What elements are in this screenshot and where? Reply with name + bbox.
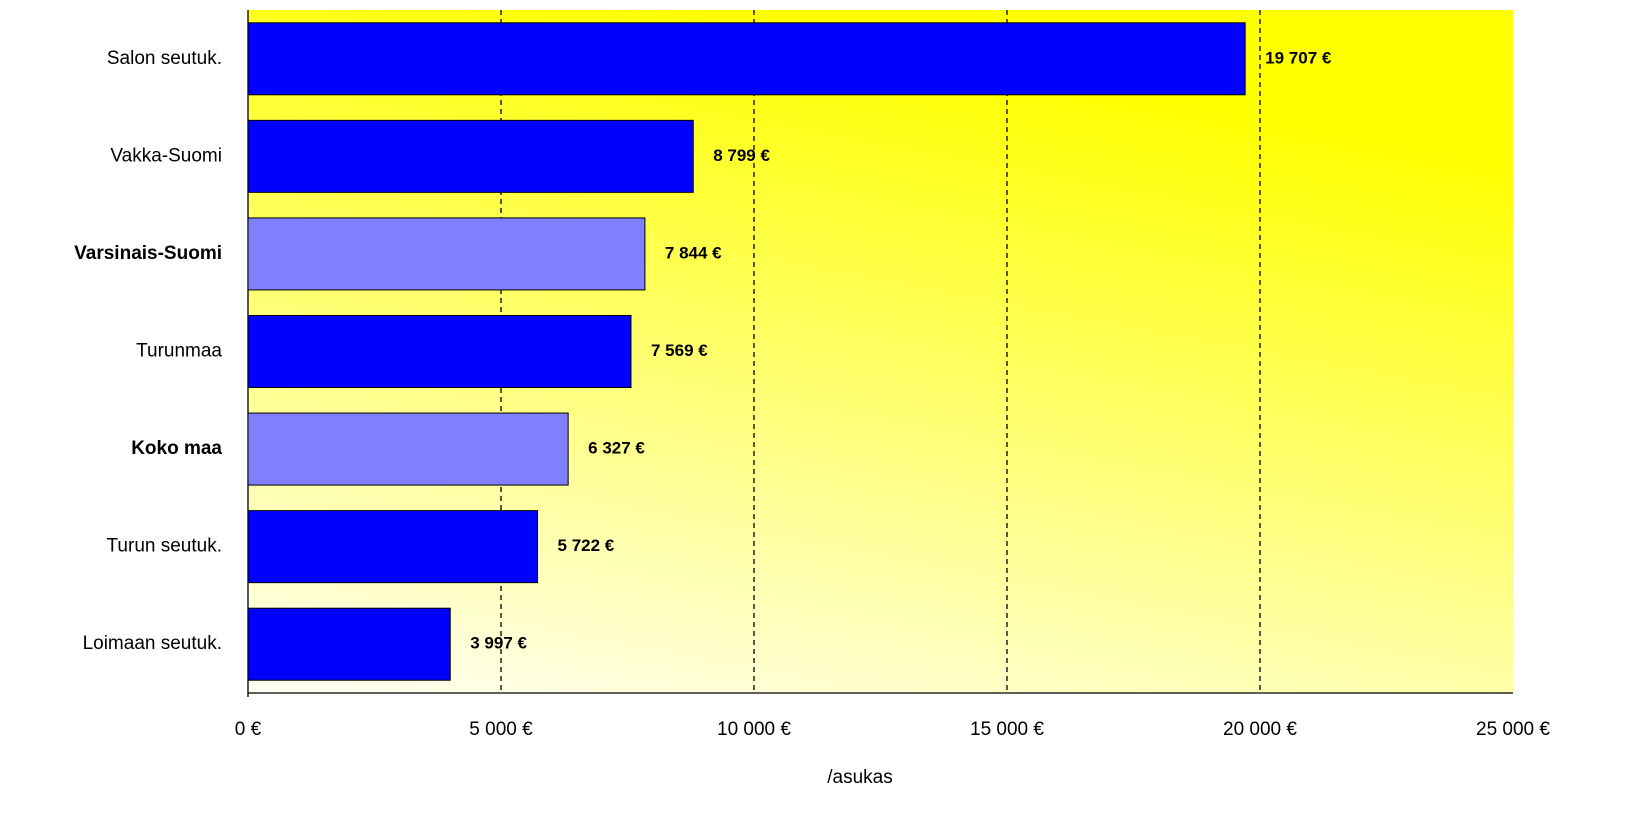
x-tick-label: 0 € [235, 719, 262, 740]
value-label: 6 327 € [588, 439, 645, 458]
y-tick-label: Vakka-Suomi [110, 145, 222, 166]
value-label: 3 997 € [470, 634, 527, 653]
bar [247, 412, 569, 486]
bar [247, 315, 632, 388]
bar [247, 119, 694, 193]
value-label: 8 799 € [713, 146, 770, 165]
value-label: 5 722 € [558, 536, 615, 555]
y-tick-label: Loimaan seutuk. [83, 633, 222, 654]
x-tick-label: 25 000 € [1476, 719, 1550, 740]
y-tick-label: Salon seutuk. [107, 48, 222, 69]
x-tick-label: 5 000 € [469, 719, 533, 740]
value-label: 19 707 € [1265, 48, 1332, 67]
y-tick-label: Varsinais-Suomi [74, 243, 222, 264]
x-tick-label: 15 000 € [970, 719, 1044, 740]
y-tick-label: Turun seutuk. [107, 536, 222, 557]
bar [247, 217, 646, 291]
y-tick-label: Koko maa [131, 438, 222, 459]
bar [247, 607, 451, 681]
value-label: 7 844 € [665, 243, 722, 262]
y-tick-label: Turunmaa [136, 341, 222, 362]
bar [247, 510, 539, 584]
x-axis-label: /asukas [827, 767, 892, 788]
value-label: 7 569 € [651, 341, 708, 360]
x-tick-label: 20 000 € [1223, 719, 1297, 740]
bar [247, 22, 1246, 96]
x-tick-label: 10 000 € [717, 719, 791, 740]
